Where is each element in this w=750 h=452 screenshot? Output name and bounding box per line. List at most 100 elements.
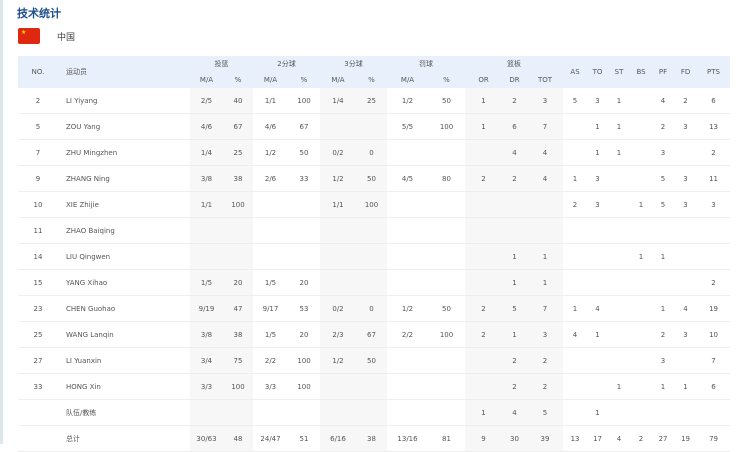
header-fd: FD [674,56,698,88]
header-pf: PF [652,56,675,88]
stat-cell: 75 [223,347,253,374]
stat-cell: 4 [527,139,564,166]
stat-cell: 5 [502,295,527,322]
stat-cell: 3 [527,321,564,348]
stat-cell [428,373,465,400]
stat-cell [465,217,502,244]
stat-cell: 4 [527,165,564,192]
header-sub-3: % [288,72,320,88]
table-row: 25 WANG Lanqin 3/8 38 1/5 20 2/3 67 2/2 100 2 1 3 4 1 2… [18,321,731,348]
stat-cell [356,217,387,244]
stat-cell [18,399,58,426]
stat-cell: 67 [223,113,253,140]
stat-cell: 9/19 [190,295,223,322]
stat-cell: 6 [697,373,731,400]
totals-row: 总计 30/63 48 24/47 51 6/16 38 13/16 81 9 30 39 13 17 4 2… [18,425,731,452]
stat-cell: 1 [502,243,527,270]
stat-cell: 5 [527,399,564,426]
stat-cell: 10 [697,321,731,348]
stat-cell: 5 [18,113,58,140]
stat-cell [697,243,731,270]
stat-cell [288,217,320,244]
stat-cell [630,321,653,348]
stat-cell: 1 [502,321,527,348]
stat-cell: 1/2 [320,347,356,374]
stat-cell: 9/17 [253,295,288,322]
stat-cell: 79 [697,425,731,452]
stat-cell: 13 [697,113,731,140]
stat-cell [288,399,320,426]
stat-cell: 2 [465,321,502,348]
stat-cell [527,217,564,244]
table-row: 14 LIU Qingwen 1 1 1 1 [18,243,731,270]
header-sub-7: % [428,72,465,88]
header-rebounds: 篮板 [465,56,564,72]
stat-cell: 100 [223,191,253,218]
stat-cell [563,373,588,400]
china-flag-icon: ★ [18,28,40,44]
stat-cell: 33 [18,373,58,400]
stat-cell: 1 [465,88,502,114]
stat-cell [563,113,588,140]
stat-cell [320,113,356,140]
stat-cell: 50 [356,347,387,374]
stat-cell: 11 [18,217,58,244]
stat-cell: 1 [563,165,588,192]
stat-cell: 1/4 [320,88,356,114]
stat-cell [387,139,428,166]
player-name: YANG Xihao [58,269,190,296]
stat-cell: 30 [502,425,527,452]
header-ft: 罚球 [387,56,465,72]
header-3pt: 3分球 [320,56,387,72]
stat-cell: 4 [502,139,527,166]
table-row: 15 YANG Xihao 1/5 20 1/5 20 1 1 2 [18,269,731,296]
stat-cell: 1 [465,113,502,140]
stat-cell [563,399,588,426]
stat-cell: 17 [587,425,609,452]
stat-cell: 2 [18,88,58,114]
player-name: LI Yuanxin [58,347,190,374]
stat-cell: 1 [527,243,564,270]
stat-cell: 50 [288,139,320,166]
stat-cell [320,243,356,270]
stat-cell [674,269,698,296]
stat-cell: 1 [563,295,588,322]
stat-cell: 1/1 [320,191,356,218]
stat-cell [674,399,698,426]
stat-cell: 3 [652,139,675,166]
left-border [0,0,3,444]
header-player: 运动员 [58,56,190,88]
header-sub-10: TOT [527,72,564,88]
stat-cell: 5/5 [387,113,428,140]
stat-cell [674,347,698,374]
stat-cell [563,139,588,166]
stat-cell [428,139,465,166]
stat-cell: 1/2 [387,88,428,114]
stat-cell [18,425,58,452]
stat-cell [608,217,631,244]
stat-cell: 1/2 [253,139,288,166]
stat-cell: 1 [652,243,675,270]
stat-cell [674,217,698,244]
stat-cell [253,217,288,244]
stat-cell: 2 [630,425,653,452]
stat-cell [630,217,653,244]
stat-cell [428,269,465,296]
stat-cell: 19 [674,425,698,452]
stat-cell: 1/1 [190,191,223,218]
stat-cell: 2 [465,165,502,192]
stat-cell: 51 [288,425,320,452]
stat-cell [563,347,588,374]
stat-cell: 2/5 [190,88,223,114]
stat-cell: 3 [697,191,731,218]
stat-cell [527,191,564,218]
stat-cell [320,217,356,244]
stat-cell [428,243,465,270]
stat-cell: 7 [527,295,564,322]
stat-cell: 38 [223,321,253,348]
stat-cell: 0 [356,295,387,322]
header-to: TO [587,56,609,88]
stat-cell [253,243,288,270]
stat-cell [608,399,631,426]
stat-cell [587,347,609,374]
